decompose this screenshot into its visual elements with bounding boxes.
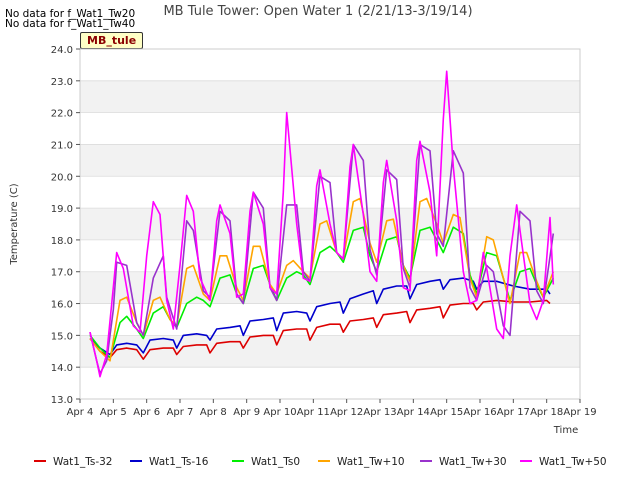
x-tick-label: Apr 15 xyxy=(430,407,463,418)
grid-band xyxy=(80,80,580,113)
legend-item[interactable]: Wat1_Tw+10 xyxy=(318,456,405,468)
legend-label: Wat1_Tw+30 xyxy=(439,456,507,468)
x-tick-label: Apr 8 xyxy=(200,407,227,418)
no-data-notice-tw20: No data for f_Wat1_Tw20 xyxy=(5,8,136,20)
legend-item[interactable]: Wat1_Tw+50 xyxy=(520,456,607,468)
legend-item[interactable]: Wat1_Ts0 xyxy=(232,456,300,468)
legend-item[interactable]: Wat1_Ts-16 xyxy=(130,456,209,468)
x-axis-label: Time xyxy=(553,425,578,436)
series-layer xyxy=(89,70,555,378)
series-line-wat1-tw-50 xyxy=(89,70,555,378)
legend-label: Wat1_Ts-16 xyxy=(149,456,209,468)
x-tick-label: Apr 13 xyxy=(363,407,396,418)
y-tick-label: 15.0 xyxy=(51,331,73,342)
x-tick-label: Apr 17 xyxy=(497,407,530,418)
legend-item[interactable]: Wat1_Ts-32 xyxy=(34,456,113,468)
x-tick-label: Apr 10 xyxy=(263,407,296,418)
y-axis-label: Temperature (C) xyxy=(9,183,20,265)
series-line-wat1-ts-16 xyxy=(89,277,551,356)
plot-frame xyxy=(79,48,581,400)
y-tick-label: 24.0 xyxy=(51,45,73,56)
y-tick-label: 16.0 xyxy=(51,300,73,311)
x-tick-label: Apr 9 xyxy=(233,407,260,418)
y-tick-label: 14.0 xyxy=(51,363,73,374)
legend-label: Wat1_Tw+50 xyxy=(539,456,607,468)
series-line-wat1-ts-32 xyxy=(89,299,551,361)
series-line-wat1-tw-30 xyxy=(89,143,555,375)
axes: 13.0 14.0 15.0 16.0 17.0 18.0 19.0 20.0 21.0 22.0… xyxy=(51,45,597,418)
x-tick-label: Apr 5 xyxy=(100,407,127,418)
x-tick-label: Apr 18 xyxy=(530,407,563,418)
legend: Wat1_Ts-32 Wat1_Ts-16 Wat1_Ts0 Wat1_Tw+10 Wa… xyxy=(34,456,607,468)
site-badge[interactable]: MB_tule xyxy=(80,32,144,49)
y-tick-label: 13.0 xyxy=(51,395,73,406)
legend-item[interactable]: Wat1_Tw+30 xyxy=(420,456,507,468)
y-tick-label: 21.0 xyxy=(51,140,73,151)
grid-band xyxy=(80,144,580,177)
y-tick-label: 20.0 xyxy=(51,172,73,183)
grid-band xyxy=(80,335,580,368)
legend-label: Wat1_Tw+10 xyxy=(337,456,405,468)
y-tick-label: 17.0 xyxy=(51,268,73,279)
y-tick-label: 22.0 xyxy=(51,109,73,120)
x-tick-label: Apr 14 xyxy=(397,407,430,418)
y-tick-label: 19.0 xyxy=(51,204,73,215)
x-tick-label: Apr 12 xyxy=(330,407,363,418)
no-data-notice-tw40: No data for f_Wat1_Tw40 xyxy=(5,18,136,30)
x-tick-label: Apr 7 xyxy=(167,407,194,418)
x-tick-label: Apr 16 xyxy=(463,407,496,418)
legend-label: Wat1_Ts0 xyxy=(251,456,300,468)
x-tick-label: Apr 4 xyxy=(67,407,94,418)
legend-label: Wat1_Ts-32 xyxy=(53,456,113,468)
y-tick-label: 23.0 xyxy=(51,77,73,88)
x-tick-label: Apr 11 xyxy=(297,407,330,418)
chart-title: MB Tule Tower: Open Water 1 (2/21/13-3/1… xyxy=(163,4,472,19)
x-tick-label: Apr 19 xyxy=(563,407,596,418)
y-tick-label: 18.0 xyxy=(51,236,73,247)
grid-bands xyxy=(80,48,580,400)
x-tick-label: Apr 6 xyxy=(133,407,160,418)
